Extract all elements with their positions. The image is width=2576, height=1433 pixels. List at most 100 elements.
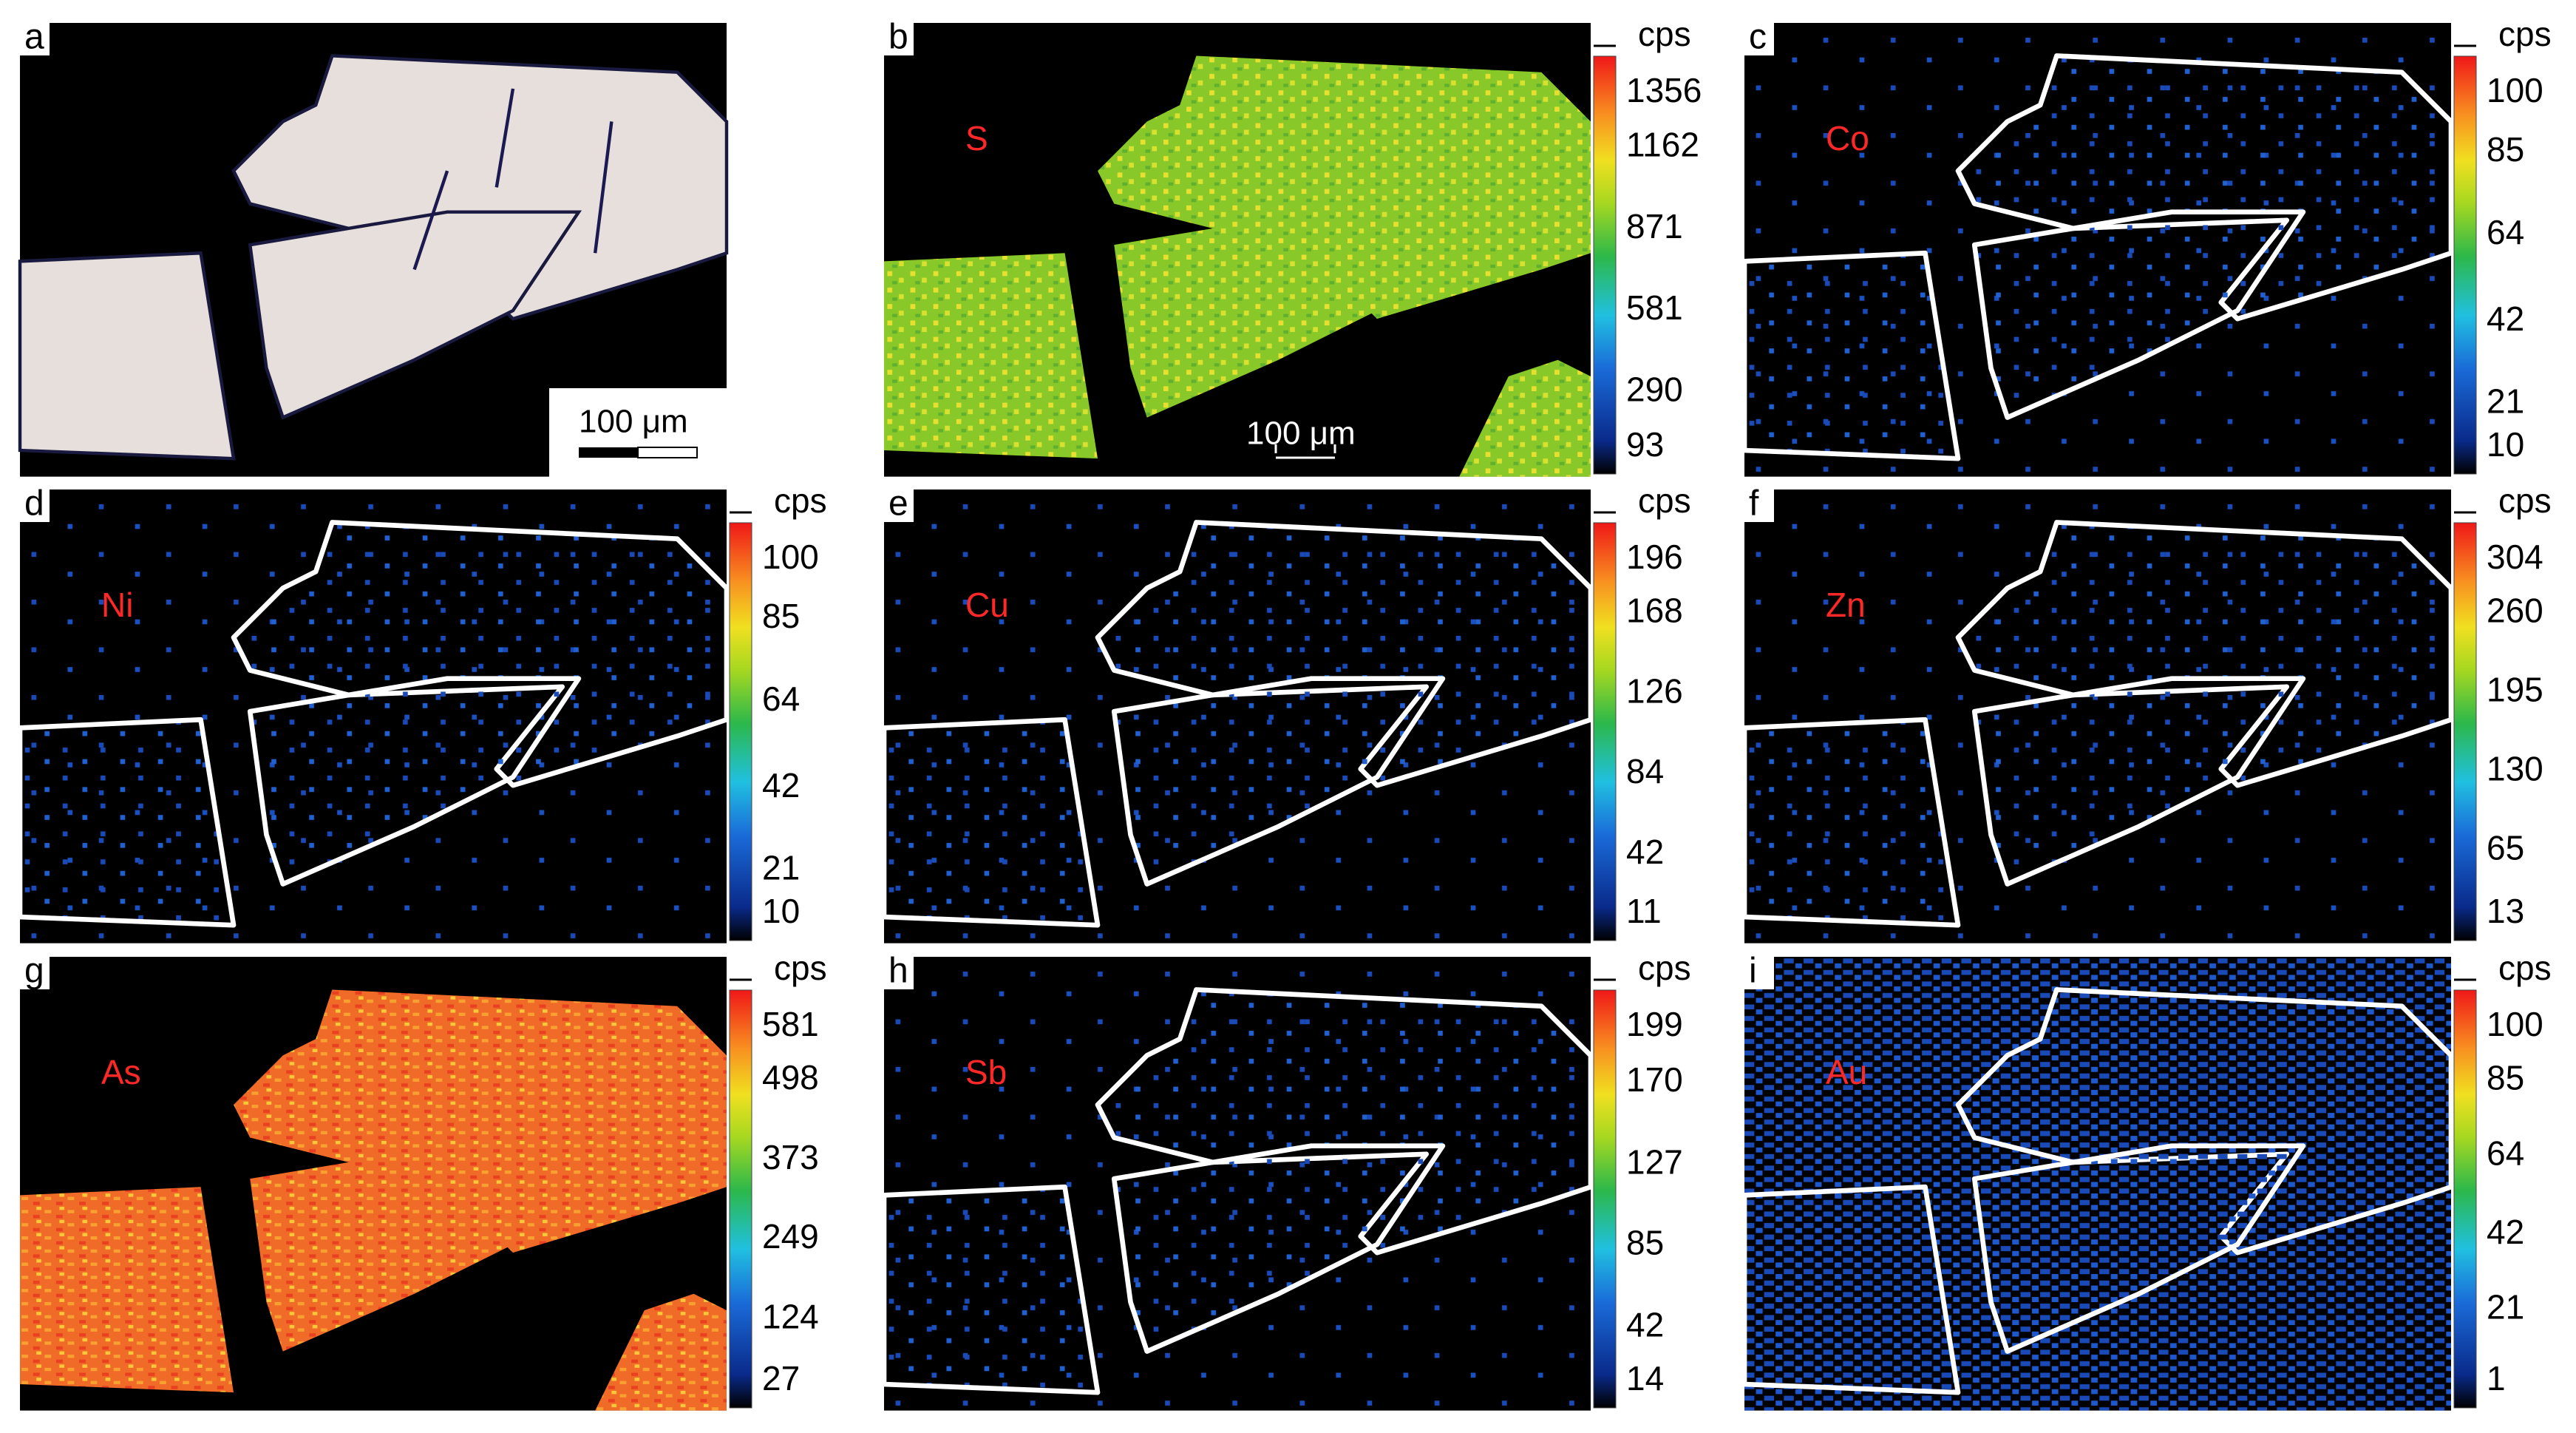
colorbar-tick-label: 290 [1626,370,1683,408]
colorbar-tick-label: 85 [1626,1223,1664,1261]
panel-letter: b [888,18,908,57]
colorbar-tick-label: 85 [2487,130,2524,169]
panel-letter: e [888,484,908,524]
colorbar-tick-label: 85 [762,597,800,635]
panel-letter: g [24,952,44,991]
letter-box [20,489,50,522]
colorbar-unit: cps [774,949,827,987]
colorbar-tick-label: 14 [1626,1359,1664,1398]
colorbar-tick-label: 124 [762,1297,819,1335]
letter-box [1744,489,1774,522]
colorbar-tick-label: 498 [762,1058,819,1097]
panel: h Sb cps 199 170 127 85 42 14 [881,949,1691,1411]
colorbar-unit: cps [1638,481,1691,520]
panel: f Zn cps 304 260 195 130 65 13 [1741,481,2552,944]
colorbar-tick-label: 168 [1626,592,1683,630]
colorbar [729,522,752,941]
letter-box [884,489,914,522]
grain-outline [1971,1143,2306,1354]
colorbar-tick-label: 1356 [1626,71,1702,109]
letter-box [20,957,50,989]
colorbar-tick-label: 65 [2487,829,2524,867]
colorbar [1593,522,1617,941]
letter-box [1744,23,1774,55]
panel-letter: f [1749,484,1759,524]
grain [1459,359,1591,477]
grain-outline [881,716,1101,928]
element-label: Zn [1826,586,1866,624]
scale-bar-label: 100 μm [579,404,688,440]
scale-bar-white [637,447,698,458]
map [881,489,1594,944]
colorbar-tick-label: 127 [1626,1143,1683,1182]
colorbar [2453,522,2477,941]
colorbar-unit: cps [2498,15,2552,53]
scale-bar-label: 100 μm [1246,416,1356,452]
grain-outline [1741,250,1961,461]
colorbar-unit: cps [774,481,827,520]
colorbar-tick-label: 64 [2487,1134,2524,1172]
colorbar-tick-label: 10 [2487,425,2524,464]
element-label: Au [1826,1053,1867,1091]
colorbar-unit: cps [2498,481,2552,520]
grain-outline [247,676,582,887]
colorbar-tick-label: 13 [2487,892,2524,930]
panel: i Au cps 100 85 64 42 21 1 [1741,949,2552,1411]
colorbar-unit: cps [1638,949,1691,987]
map [1741,23,2454,477]
grain-outline [1971,676,2306,887]
crack [495,88,515,188]
colorbar [2453,55,2477,475]
colorbar-tick-label: 581 [1626,288,1683,327]
panel: e Cu cps 196 168 126 84 42 11 [881,481,1691,944]
element-label: Sb [965,1053,1007,1091]
letter-box [20,23,50,55]
colorbar [1593,55,1617,475]
colorbar-tick-label: 199 [1626,1005,1683,1043]
grain-outline [1741,1184,1961,1395]
map [1741,489,2454,944]
colorbar-unit: cps [2498,949,2552,987]
colorbar-tick-label: 64 [762,680,800,718]
colorbar-tick-label: 196 [1626,538,1683,576]
colorbar-tick-label: 42 [1626,1306,1664,1344]
scale-bar-black [579,447,638,458]
grain-outline [1741,716,1961,928]
colorbar-tick-label: 42 [762,766,800,804]
crack [593,121,614,254]
colorbar-tick-label: 195 [2487,671,2543,709]
colorbar-tick-label: 93 [1626,425,1664,464]
colorbar-tick-label: 42 [2487,299,2524,338]
colorbar-unit: cps [1638,15,1691,53]
grain [595,1293,727,1411]
colorbar-tick-label: 100 [2487,71,2543,109]
letter-box [884,23,914,55]
colorbar-tick-label: 42 [2487,1213,2524,1251]
map [884,23,1591,477]
panel-letter: d [24,484,44,524]
grain [1098,55,1591,319]
grain [18,251,236,461]
colorbar-tick-label: 1162 [1626,126,1699,164]
colorbar-tick-label: 64 [2487,213,2524,251]
panel: g As cps 581 498 373 249 124 27 [20,949,827,1411]
colorbar-tick-label: 260 [2487,592,2543,630]
colorbar [1593,989,1617,1409]
colorbar-tick-label: 85 [2487,1059,2524,1097]
grain [884,253,1098,459]
colorbar-tick-label: 130 [2487,750,2543,788]
grain [234,989,727,1253]
colorbar-tick-label: 84 [1626,752,1664,790]
colorbar-tick-label: 581 [762,1005,819,1043]
colorbar-tick-label: 126 [1626,671,1683,710]
panel-letter: c [1749,18,1767,57]
colorbar-tick-label: 249 [762,1217,819,1256]
map [17,489,730,944]
colorbar-tick-label: 42 [1626,833,1664,871]
colorbar-tick-label: 100 [2487,1005,2543,1043]
grain-outline [17,716,237,928]
grain-outline [1111,1143,1446,1354]
